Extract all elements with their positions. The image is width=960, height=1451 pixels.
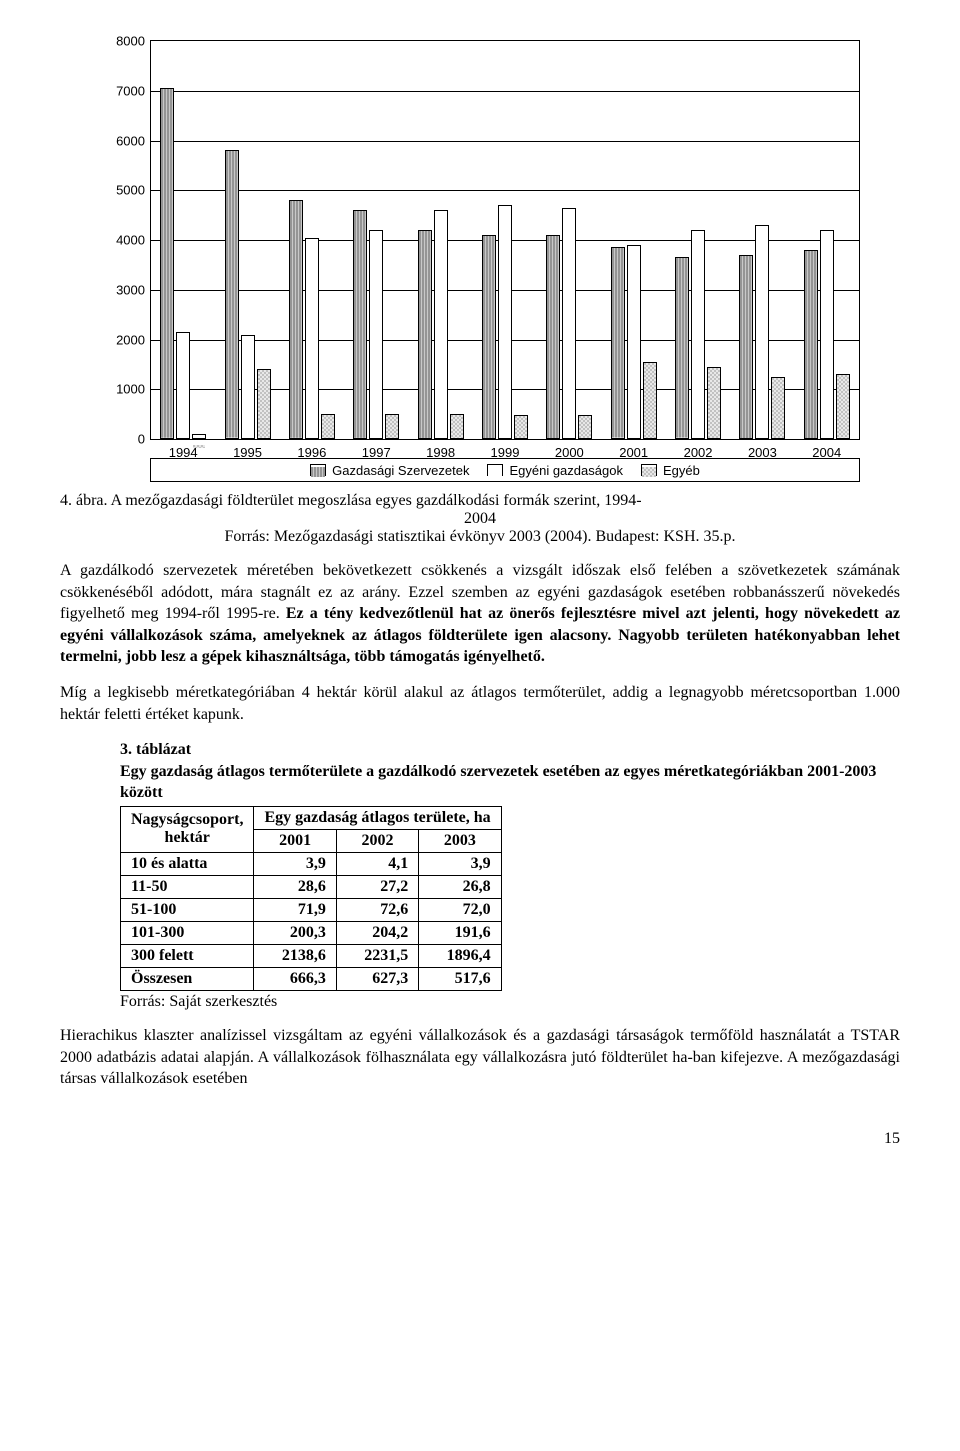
year-group: 1997 xyxy=(344,41,408,439)
table-source: Forrás: Saját szerkesztés xyxy=(120,993,900,1011)
figure-caption: 4. ábra. A mezőgazdasági földterület meg… xyxy=(60,492,900,546)
y-tick-label: 8000 xyxy=(116,34,145,49)
chart-bar xyxy=(385,414,399,439)
y-tick-label: 4000 xyxy=(116,233,145,248)
year-group: 2000 xyxy=(537,41,601,439)
chart-bar xyxy=(546,235,560,439)
legend-item: Egyéni gazdaságok xyxy=(487,463,622,478)
year-group: 1995 xyxy=(215,41,279,439)
chart-bar xyxy=(498,205,512,439)
data-table: Nagyságcsoport,hektárEgy gazdaság átlago… xyxy=(120,806,502,991)
chart-bar xyxy=(578,415,592,439)
chart-bar xyxy=(241,335,255,439)
legend-item: Gazdasági Szervezetek xyxy=(310,463,469,478)
chart-legend: Gazdasági Szervezetek Egyéni gazdaságok Eg… xyxy=(150,458,860,482)
chart-bar xyxy=(369,230,383,439)
chart-bar xyxy=(627,245,641,439)
chart-bar xyxy=(176,332,190,439)
chart-bar xyxy=(289,200,303,439)
paragraph-1: A gazdálkodó szervezetek méretében beköv… xyxy=(60,560,900,668)
year-group: 1994 xyxy=(151,41,215,439)
chart-bar xyxy=(192,434,206,439)
y-tick-label: 2000 xyxy=(116,332,145,347)
chart-bar xyxy=(804,250,818,439)
chart-bar xyxy=(739,255,753,439)
page-number: 15 xyxy=(60,1130,900,1148)
y-tick-label: 6000 xyxy=(116,133,145,148)
paragraph-3: Hierachikus klaszter analízissel vizsgál… xyxy=(60,1025,900,1090)
caption-line-1: 4. ábra. A mezőgazdasági földterület meg… xyxy=(60,492,642,509)
chart-bar xyxy=(321,414,335,439)
chart-bar xyxy=(562,208,576,439)
chart-bar xyxy=(707,367,721,439)
legend-label: Gazdasági Szervezetek xyxy=(332,463,469,478)
year-group: 2003 xyxy=(730,41,794,439)
year-group: 2001 xyxy=(602,41,666,439)
chart-bar xyxy=(418,230,432,439)
chart-bar xyxy=(514,415,528,439)
y-tick-label: 3000 xyxy=(116,282,145,297)
chart-bar xyxy=(755,225,769,439)
table-heading: 3. táblázat Egy gazdaság átlagos termőte… xyxy=(120,739,900,804)
chart-bar xyxy=(353,210,367,439)
y-tick-label: 1000 xyxy=(116,382,145,397)
bar-chart: 0100020003000400050006000700080001994199… xyxy=(100,40,860,480)
chart-bar xyxy=(225,150,239,439)
year-group: 1999 xyxy=(473,41,537,439)
year-group: 1998 xyxy=(408,41,472,439)
legend-item: Egyéb xyxy=(641,463,700,478)
chart-bar xyxy=(450,414,464,439)
chart-bar xyxy=(611,247,625,439)
year-group: 2004 xyxy=(795,41,859,439)
chart-bar xyxy=(257,369,271,439)
legend-label: Egyéni gazdaságok xyxy=(509,463,622,478)
chart-bar xyxy=(643,362,657,439)
chart-bar xyxy=(820,230,834,439)
chart-bar xyxy=(434,210,448,439)
y-tick-label: 5000 xyxy=(116,183,145,198)
table-number: 3. táblázat xyxy=(120,741,191,758)
chart-bar xyxy=(771,377,785,439)
chart-bar xyxy=(482,235,496,439)
chart-bar xyxy=(691,230,705,439)
chart-bar xyxy=(160,88,174,439)
y-tick-label: 7000 xyxy=(116,83,145,98)
table-title-text: Egy gazdaság átlagos termőterülete a gaz… xyxy=(120,763,876,802)
year-group: 1996 xyxy=(280,41,344,439)
caption-line-2: 2004 xyxy=(60,510,900,528)
legend-label: Egyéb xyxy=(663,463,700,478)
chart-bar xyxy=(836,374,850,439)
chart-bar xyxy=(305,238,319,439)
caption-source: Forrás: Mezőgazdasági statisztikai évkön… xyxy=(60,528,900,546)
chart-bar xyxy=(675,257,689,439)
year-group: 2002 xyxy=(666,41,730,439)
paragraph-2: Míg a legkisebb méretkategóriában 4 hekt… xyxy=(60,682,900,725)
y-tick-label: 0 xyxy=(138,432,145,447)
